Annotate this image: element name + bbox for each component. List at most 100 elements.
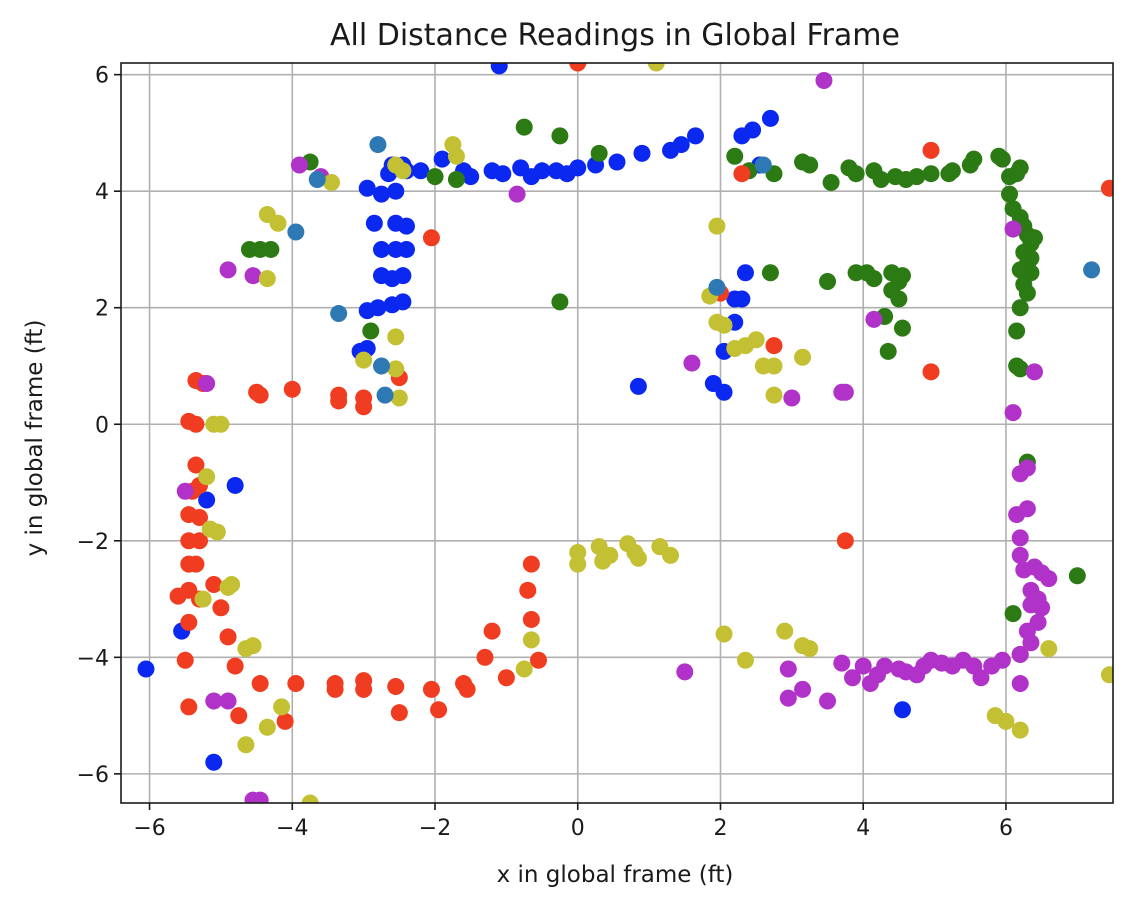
data-point <box>180 613 198 631</box>
data-point <box>726 147 744 165</box>
data-point <box>893 319 911 337</box>
data-point <box>715 383 733 401</box>
data-point <box>779 660 797 678</box>
data-point <box>776 622 794 640</box>
data-point <box>226 657 244 675</box>
data-point <box>330 305 348 323</box>
data-point <box>237 736 255 754</box>
data-point <box>765 386 783 404</box>
data-point <box>208 523 226 541</box>
data-point <box>522 631 540 649</box>
data-point <box>629 377 647 395</box>
data-point <box>965 150 983 168</box>
data-point <box>430 701 448 719</box>
data-point <box>330 392 348 410</box>
data-point <box>187 456 205 474</box>
data-point <box>230 707 248 725</box>
data-point <box>1100 666 1113 684</box>
data-point <box>761 264 779 282</box>
data-point <box>372 357 390 375</box>
data-point <box>323 173 341 191</box>
data-point <box>258 270 276 288</box>
data-point <box>390 389 408 407</box>
data-point <box>358 179 376 197</box>
data-point <box>779 689 797 707</box>
data-point <box>191 532 209 550</box>
data-point <box>290 156 308 174</box>
data-point <box>226 476 244 494</box>
data-point <box>893 701 911 719</box>
data-point <box>447 147 465 165</box>
data-point <box>801 156 819 174</box>
data-point <box>833 654 851 672</box>
data-point <box>355 351 373 369</box>
x-axis: −6 −4 −2 0 2 4 6 <box>133 803 1013 841</box>
data-point <box>422 229 440 247</box>
data-point <box>412 162 430 180</box>
data-point <box>219 261 237 279</box>
data-point <box>191 508 209 526</box>
y-tick-label: −6 <box>77 763 109 788</box>
data-point <box>198 491 216 509</box>
data-point <box>865 270 883 288</box>
x-tick-label: −6 <box>133 816 165 841</box>
data-point <box>358 302 376 320</box>
data-point <box>1004 220 1022 238</box>
data-point <box>476 648 494 666</box>
data-point <box>1022 634 1040 652</box>
data-point <box>943 162 961 180</box>
data-point <box>515 660 533 678</box>
data-point <box>387 328 405 346</box>
data-point <box>176 651 194 669</box>
data-point <box>1033 599 1051 617</box>
x-tick-label: 4 <box>856 816 870 841</box>
data-point <box>815 71 833 89</box>
data-point <box>308 171 326 189</box>
data-point <box>683 354 701 372</box>
data-point <box>551 293 569 311</box>
data-point <box>908 168 926 186</box>
data-point <box>369 136 387 154</box>
data-point <box>997 712 1015 730</box>
data-point <box>836 383 854 401</box>
data-point <box>879 342 897 360</box>
y-tick-label: 0 <box>95 413 109 438</box>
data-point <box>187 415 205 433</box>
y-axis: −6 −4 −2 0 2 4 6 <box>77 64 121 788</box>
chart-title: All Distance Readings in Global Frame <box>330 18 900 53</box>
data-point <box>733 165 751 183</box>
data-point <box>844 669 862 687</box>
data-point <box>708 278 726 296</box>
data-point <box>522 610 540 628</box>
data-point <box>1011 721 1029 739</box>
data-point <box>794 680 812 698</box>
data-point <box>387 360 405 378</box>
data-point <box>387 677 405 695</box>
data-point <box>1011 645 1029 663</box>
data-point <box>198 374 216 392</box>
plot-frame <box>120 62 1114 804</box>
data-point <box>219 692 237 710</box>
data-point <box>1001 185 1019 203</box>
data-point <box>244 637 262 655</box>
data-point <box>1068 567 1086 585</box>
data-point <box>1011 675 1029 693</box>
data-point <box>187 555 205 573</box>
data-point <box>993 150 1011 168</box>
data-point <box>1040 570 1058 588</box>
data-point <box>608 153 626 171</box>
data-point <box>601 546 619 564</box>
y-tick-label: 6 <box>95 64 109 89</box>
data-point <box>801 640 819 658</box>
data-point <box>865 310 883 328</box>
data-point <box>176 482 194 500</box>
data-point <box>708 217 726 235</box>
data-point <box>251 675 269 693</box>
data-point <box>301 794 319 803</box>
data-point <box>1011 360 1029 378</box>
x-tick-label: −4 <box>276 816 308 841</box>
data-point <box>198 468 216 486</box>
data-point <box>715 316 733 334</box>
data-point <box>529 651 547 669</box>
